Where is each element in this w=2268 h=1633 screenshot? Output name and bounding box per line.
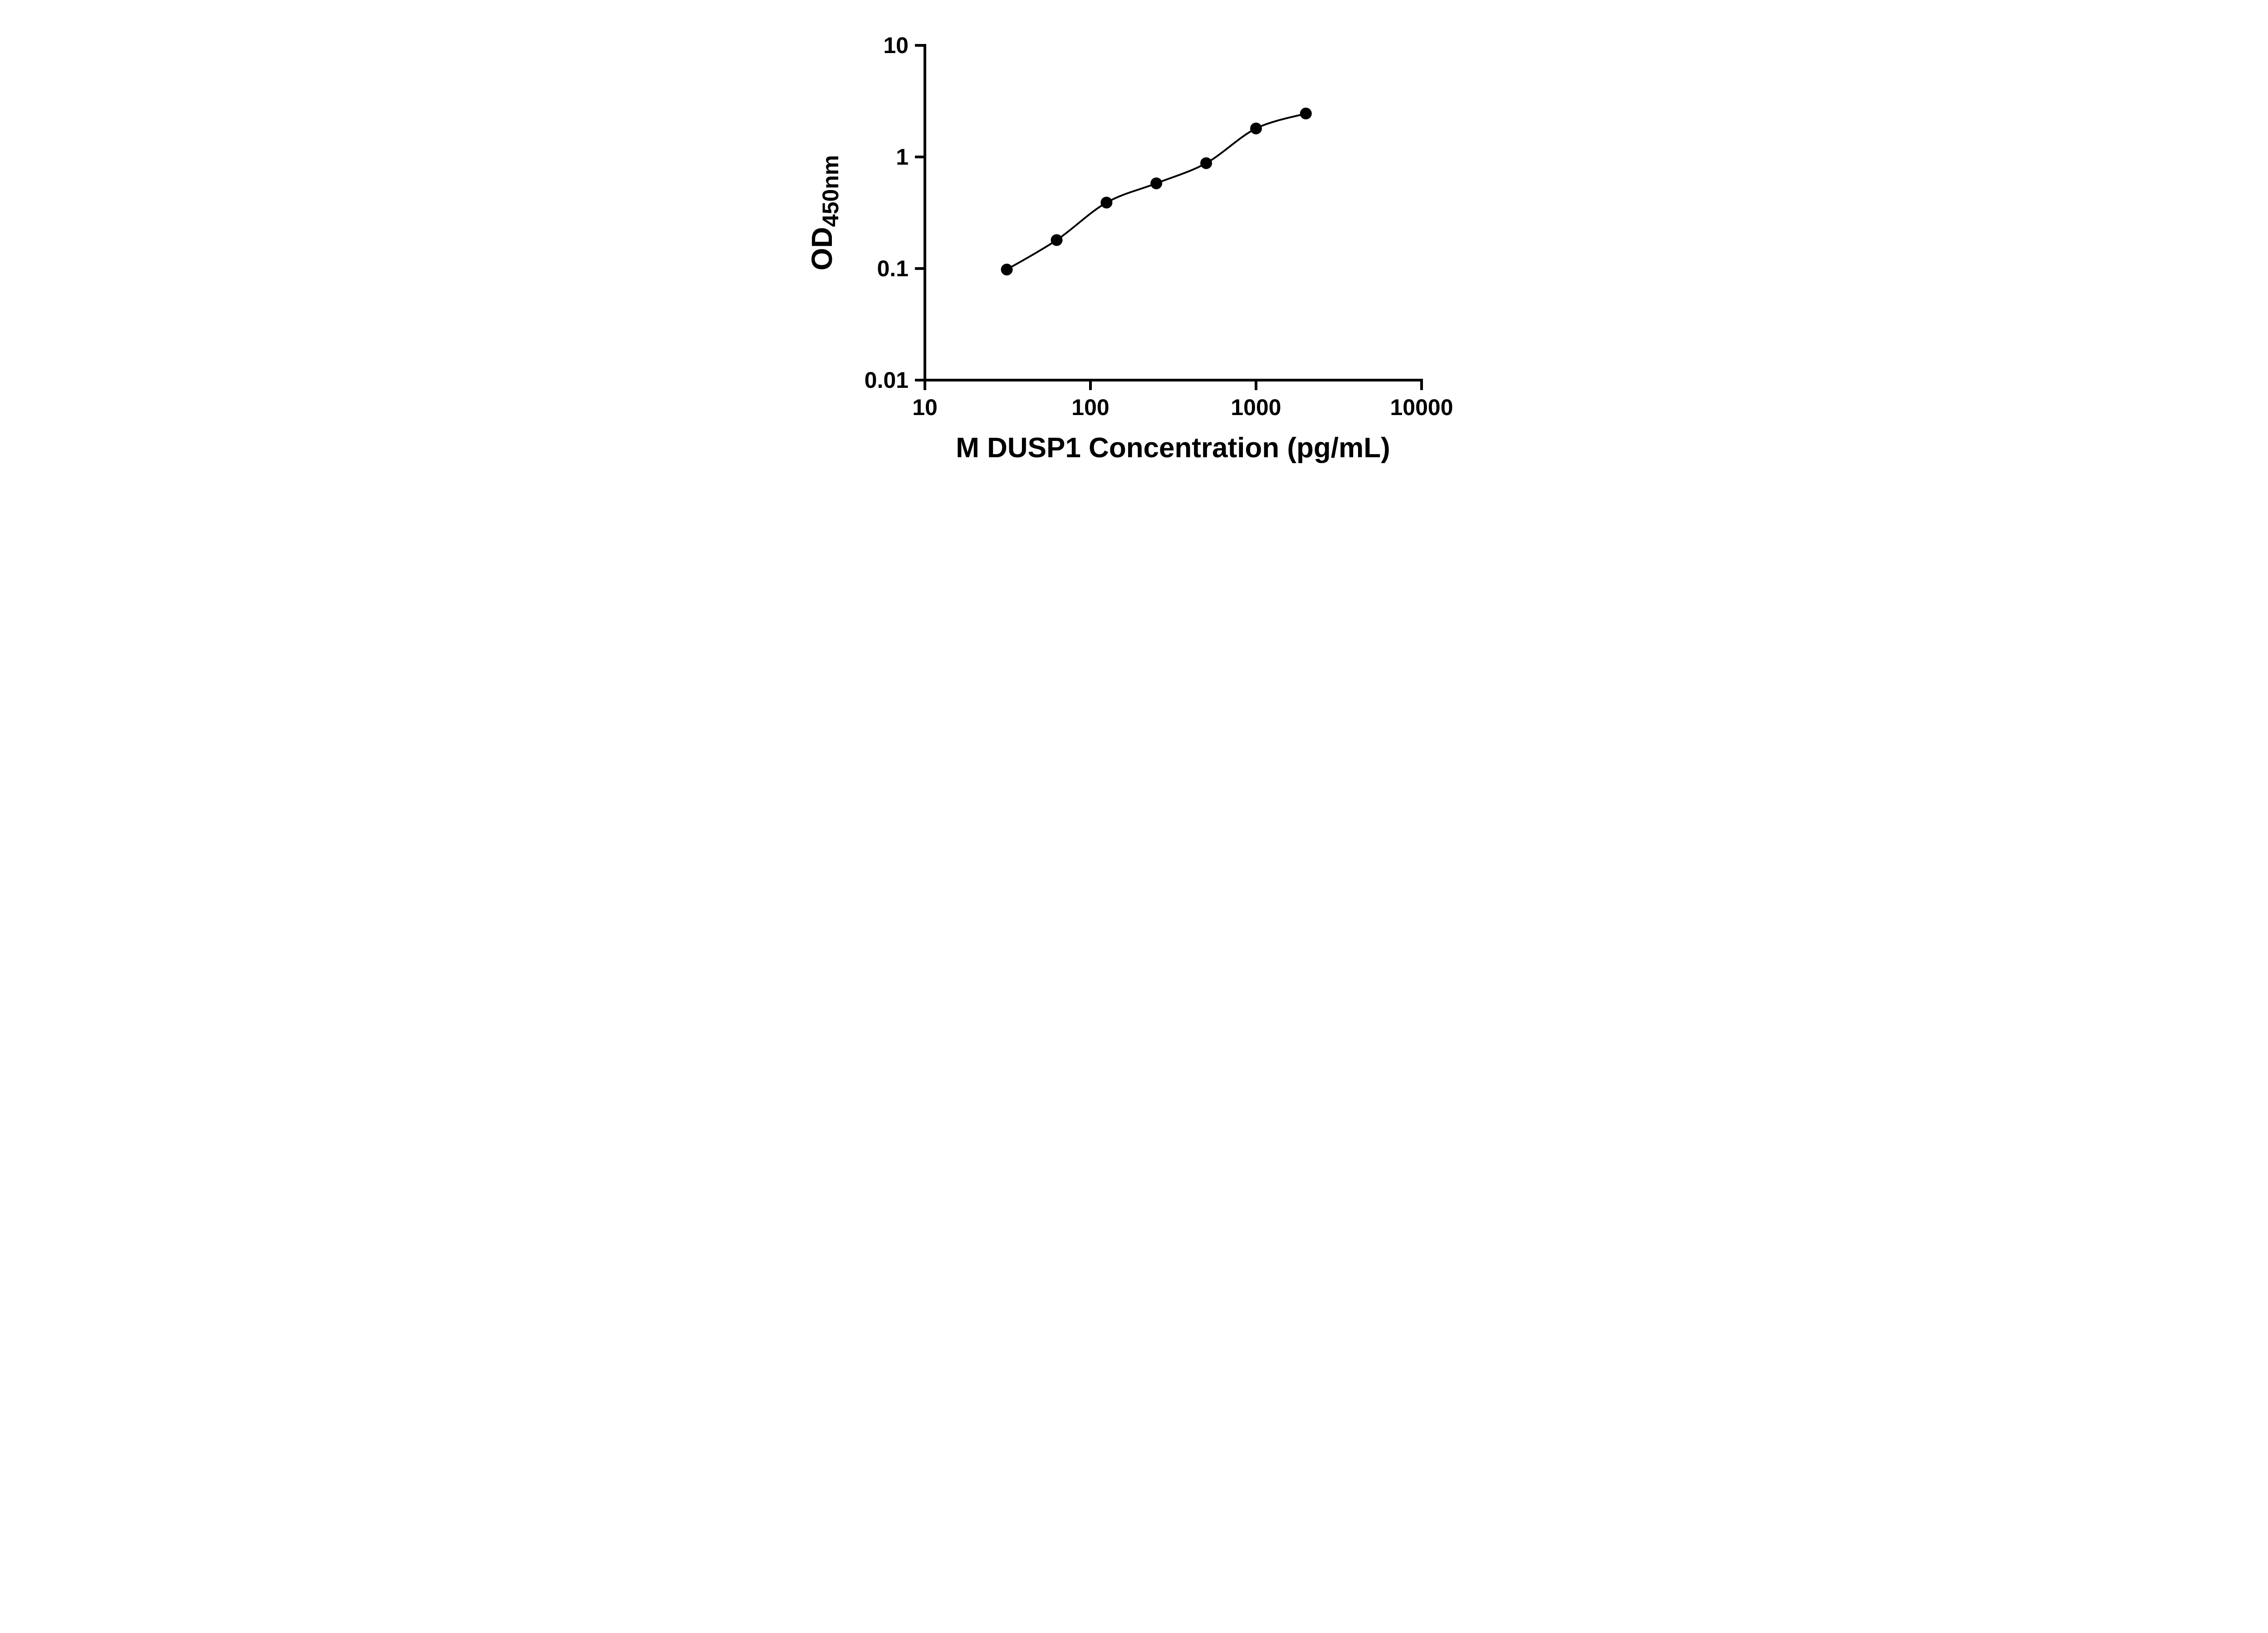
x-tick-label: 10 <box>912 395 938 420</box>
axes-layer: 10 100 1000 10000 0.01 0.1 1 10 <box>865 33 1453 420</box>
data-point <box>1001 264 1013 276</box>
x-tick-label: 100 <box>1071 395 1109 420</box>
x-tick-label: 10000 <box>1390 395 1453 420</box>
y-tick-label: 1 <box>896 144 909 170</box>
data-point <box>1200 157 1212 169</box>
data-point <box>1051 234 1063 246</box>
data-point <box>1300 108 1312 120</box>
y-tick-label: 10 <box>883 33 909 58</box>
y-tick-label: 0.1 <box>877 256 909 281</box>
y-tick-label: 0.01 <box>865 367 909 393</box>
elisa-standard-curve-figure: 10 100 1000 10000 0.01 0.1 1 10 OD450nm M DUSP1… <box>784 0 1484 490</box>
data-point <box>1150 177 1163 190</box>
x-axis-label: M DUSP1 Concentration (pg/mL) <box>956 432 1390 464</box>
y-axis-label: OD450nm <box>806 155 843 270</box>
y-axis-label-main: OD <box>806 227 838 270</box>
data-point <box>1100 196 1113 209</box>
data-point <box>1250 122 1262 135</box>
data-layer <box>1001 108 1312 276</box>
standard-curve-chart: 10 100 1000 10000 0.01 0.1 1 10 OD450nm M DUSP1… <box>784 0 1484 490</box>
x-tick-label: 1000 <box>1231 395 1281 420</box>
fit-curve <box>1006 112 1306 270</box>
y-axis-label-subscript: 450nm <box>818 155 843 227</box>
